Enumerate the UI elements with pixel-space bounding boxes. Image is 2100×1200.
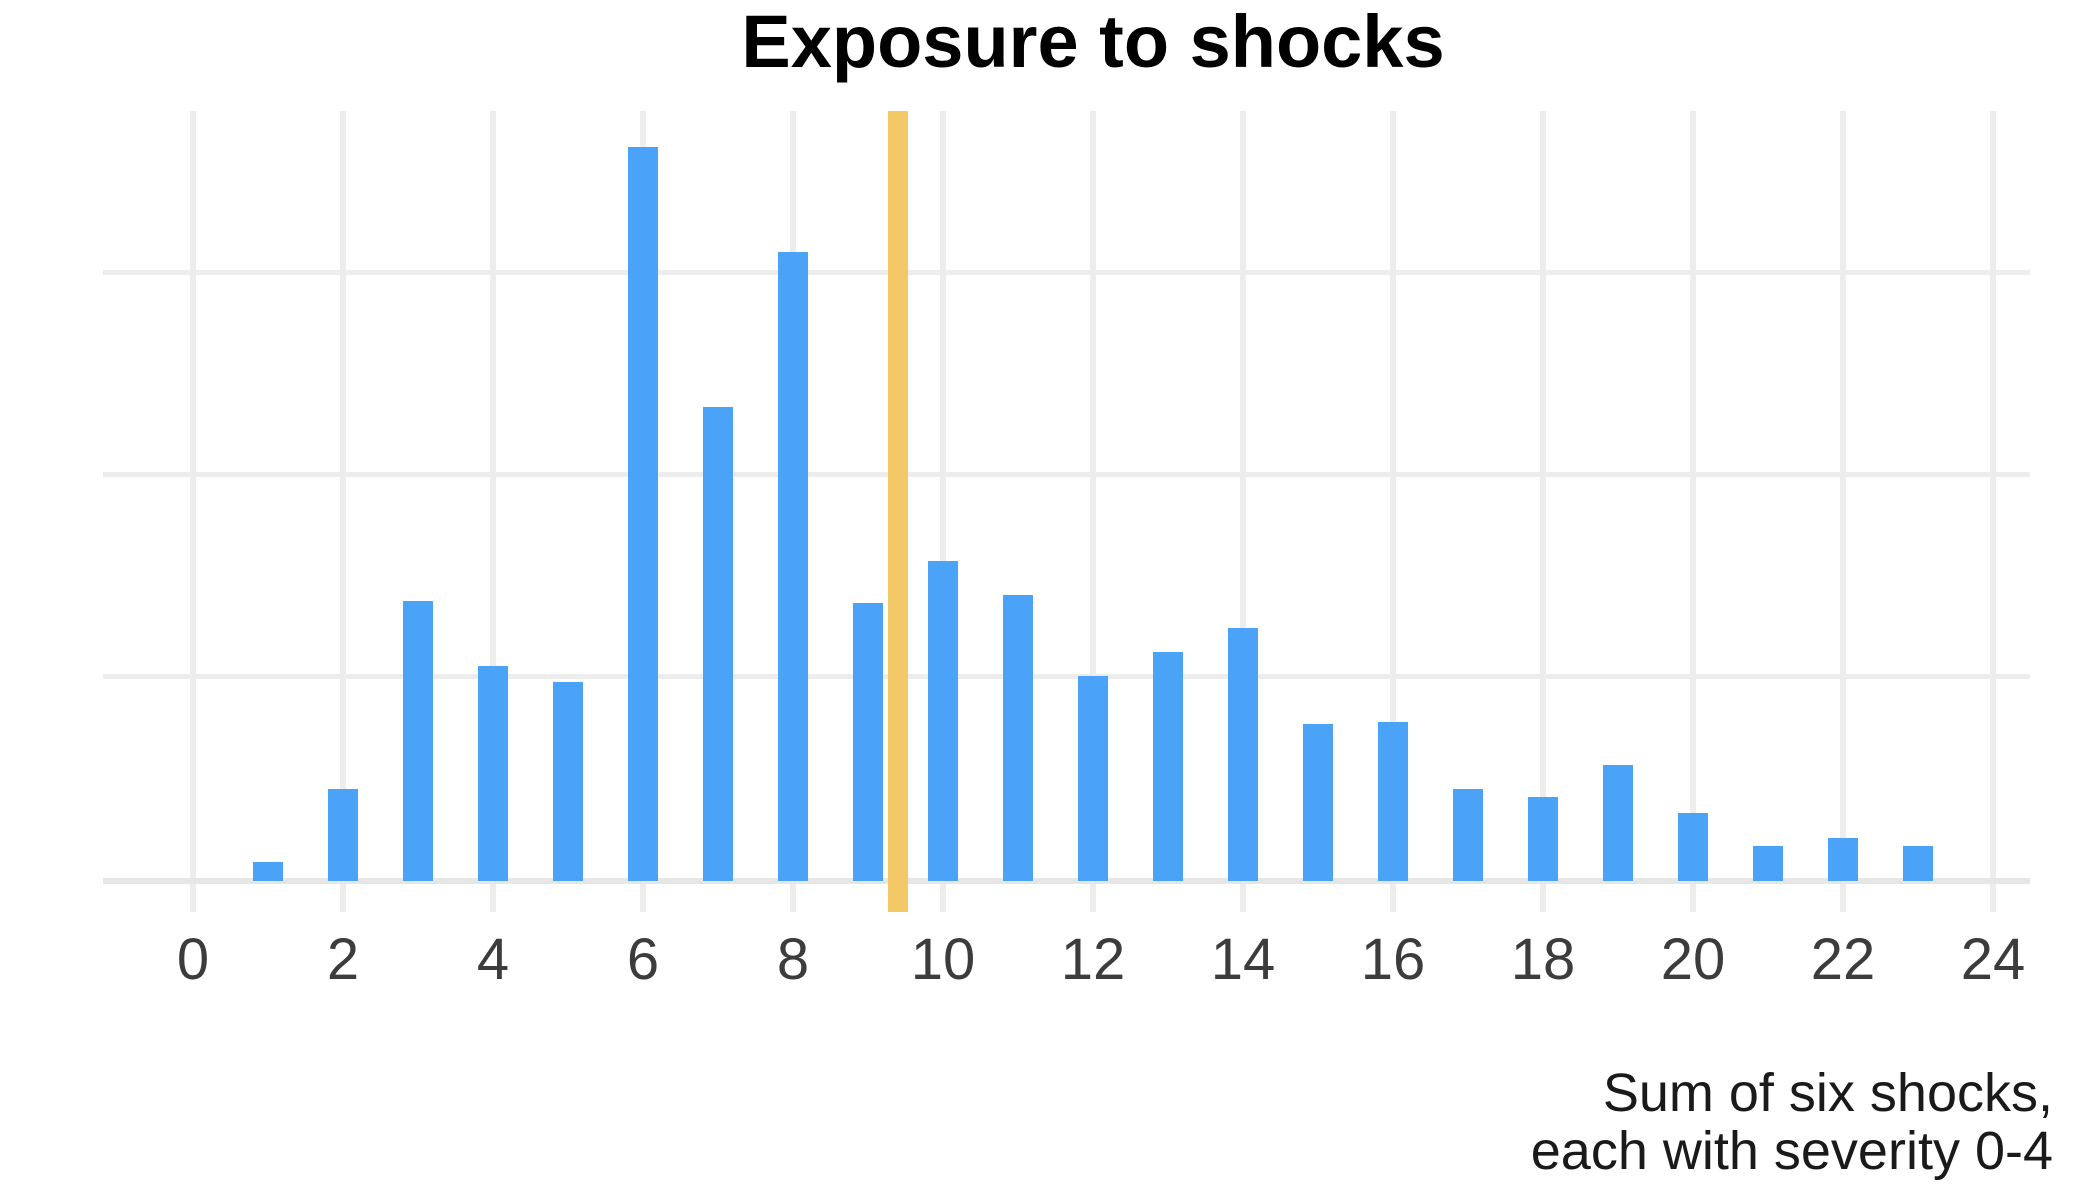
bar-x14 [1228,628,1258,881]
bar-x3 [403,601,433,881]
x-tick-label: 8 [776,927,810,992]
bar-x10 [928,561,958,881]
gridline-horizontal [103,270,2030,275]
chart-panel [103,111,2030,912]
x-tick-label: 22 [1810,927,1876,992]
x-tick-label: 4 [476,927,510,992]
bar-x8 [778,252,808,881]
caption-line-2: each with severity 0-4 [1530,1121,2053,1181]
gridline-vertical [1540,111,1546,912]
x-tick-label: 20 [1660,927,1726,992]
bar-x5 [553,682,583,881]
bar-x20 [1678,813,1708,881]
gridline-vertical [1840,111,1846,912]
bar-x23 [1903,846,1933,881]
bar-x17 [1453,789,1483,881]
bar-x11 [1003,595,1033,881]
bar-x4 [478,666,508,881]
bar-x15 [1303,724,1333,881]
x-tick-label: 14 [1210,927,1276,992]
gridline-vertical [1240,111,1246,912]
bar-x19 [1603,765,1633,881]
x-tick-label: 24 [1960,927,2026,992]
x-tick-label: 6 [626,927,660,992]
gridline-vertical [940,111,946,912]
x-tick-label: 2 [326,927,360,992]
x-tick-label: 10 [910,927,976,992]
caption-line-1: Sum of six shocks, [1602,1063,2053,1123]
x-tick-label: 16 [1360,927,1426,992]
axis-baseline [103,878,2030,884]
x-tick-label: 12 [1060,927,1126,992]
gridline-horizontal [103,674,2030,679]
bar-x9 [853,603,883,881]
bar-x1 [253,862,283,881]
gridline-vertical [340,111,346,912]
bar-x12 [1078,676,1108,881]
x-tick-label: 0 [176,927,210,992]
gridline-vertical [490,111,496,912]
chart-caption: Sum of six shocks, each with severity 0-… [1531,1064,2053,1180]
gridline-vertical [1390,111,1396,912]
x-tick-label: 18 [1510,927,1576,992]
mean-marker-line [888,111,908,912]
bar-x16 [1378,722,1408,881]
bar-x21 [1753,846,1783,881]
bar-x13 [1153,652,1183,881]
chart-title: Exposure to shocks [741,0,1445,83]
gridline-horizontal [103,472,2030,477]
gridline-vertical [1090,111,1096,912]
bar-x7 [703,407,733,881]
gridline-vertical [190,111,196,912]
bar-x2 [328,789,358,881]
gridline-vertical [1690,111,1696,912]
bar-x22 [1828,838,1858,881]
bar-x6 [628,147,658,881]
gridline-vertical [1990,111,1996,912]
bar-x18 [1528,797,1558,881]
